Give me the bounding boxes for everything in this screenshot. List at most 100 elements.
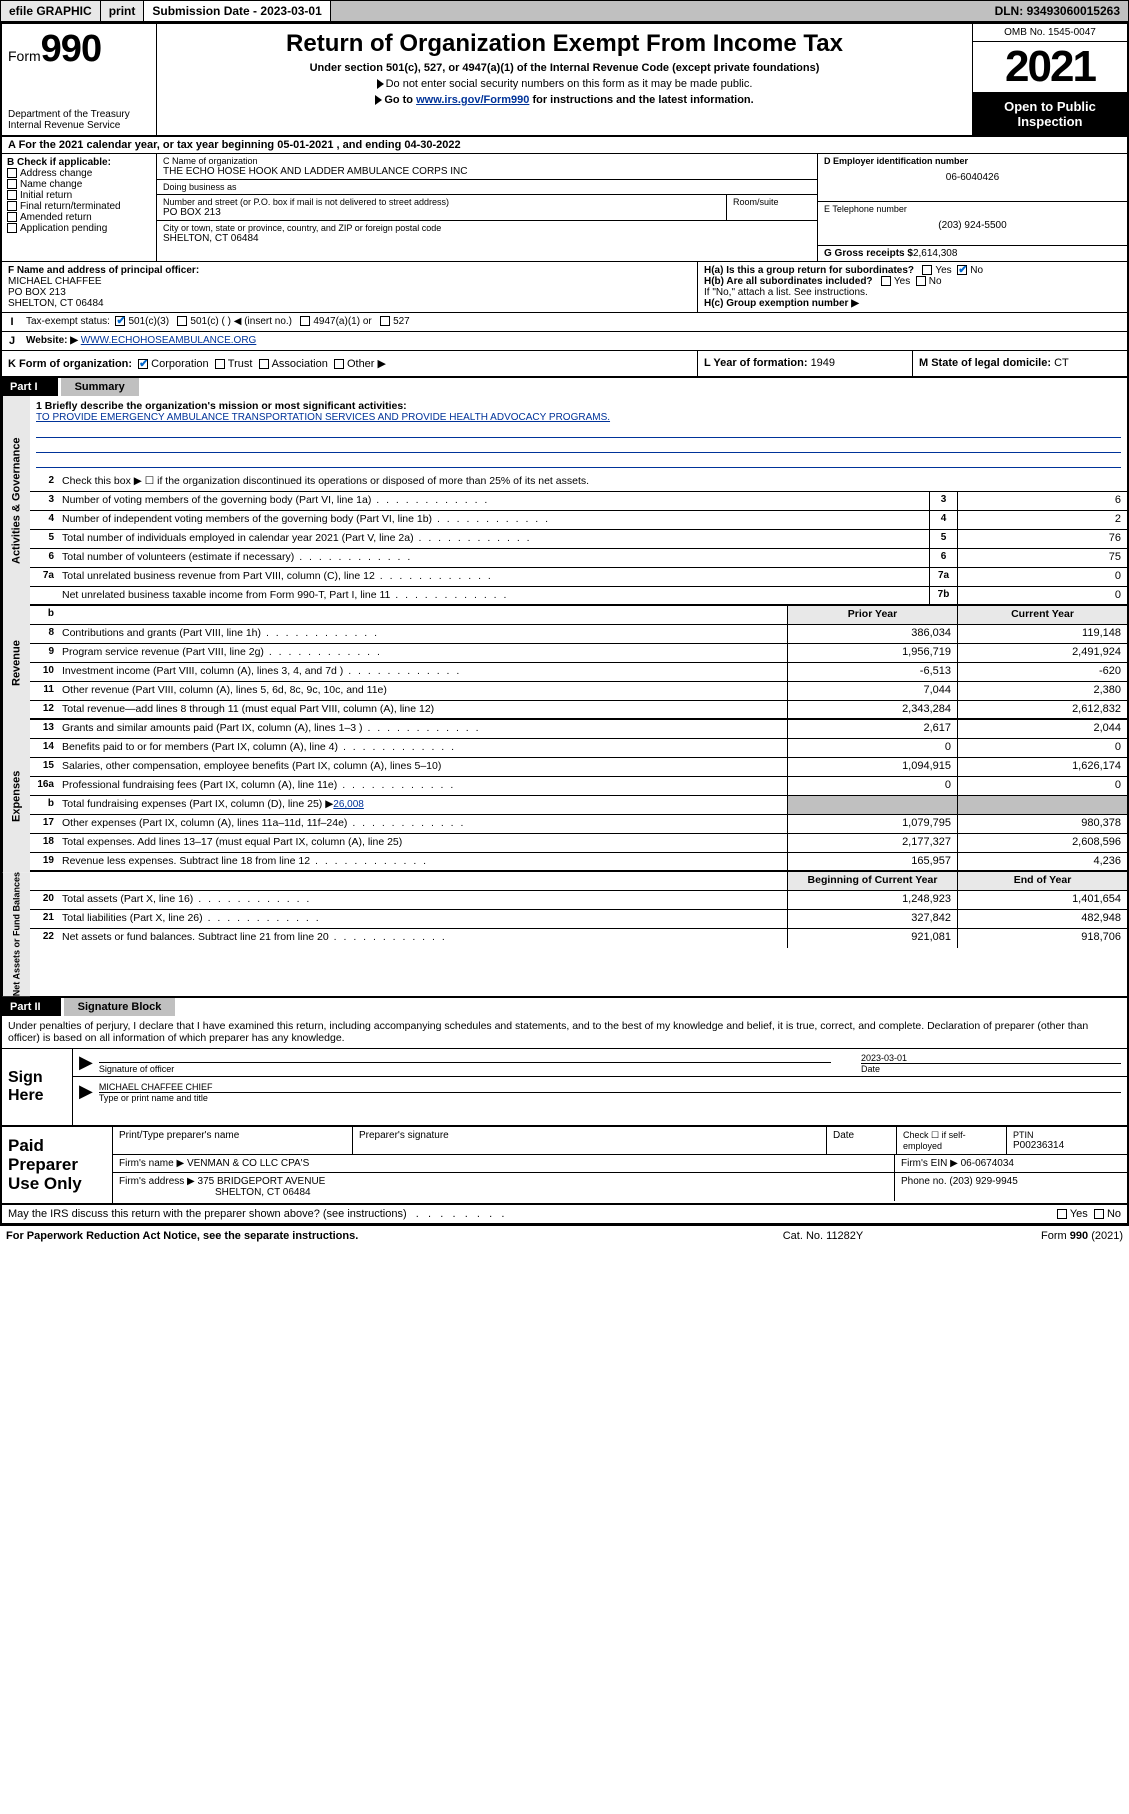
- l16b-val: 26,008: [333, 799, 364, 810]
- l16a-curr: 0: [957, 777, 1127, 795]
- l8-curr: 119,148: [957, 625, 1127, 643]
- irs-link[interactable]: www.irs.gov/Form990: [416, 94, 529, 106]
- row-i: I Tax-exempt status: 501(c)(3) 501(c) ( …: [2, 313, 1127, 332]
- l17-prior: 1,079,795: [787, 815, 957, 833]
- l21-eoy: 482,948: [957, 910, 1127, 928]
- chk-527[interactable]: [380, 316, 390, 326]
- form-header: Form990 Department of the Treasury Inter…: [2, 24, 1127, 137]
- summary-activities-governance: Activities & Governance 1 Briefly descri…: [2, 396, 1127, 606]
- val-line3: 6: [957, 492, 1127, 510]
- ptin: P00236314: [1013, 1140, 1121, 1151]
- chk-name-change[interactable]: [7, 179, 17, 189]
- l19-prior: 165,957: [787, 853, 957, 870]
- l22-eoy: 918,706: [957, 929, 1127, 948]
- chk-final-return[interactable]: [7, 201, 17, 211]
- l10-curr: -620: [957, 663, 1127, 681]
- state-domicile: CT: [1054, 357, 1069, 369]
- telephone: (203) 924-5500: [824, 220, 1121, 231]
- l15-prior: 1,094,915: [787, 758, 957, 776]
- l18-prior: 2,177,327: [787, 834, 957, 852]
- form-note-goto: Go to www.irs.gov/Form990 for instructio…: [165, 94, 964, 106]
- val-line7b: 0: [957, 587, 1127, 604]
- section-b: B Check if applicable: Address change Na…: [2, 154, 157, 261]
- l10-prior: -6,513: [787, 663, 957, 681]
- may-irs-discuss: May the IRS discuss this return with the…: [2, 1205, 1127, 1224]
- officer-printed-name: MICHAEL CHAFFEE CHIEF: [99, 1082, 1121, 1093]
- l15-curr: 1,626,174: [957, 758, 1127, 776]
- org-name: THE ECHO HOSE HOOK AND LADDER AMBULANCE …: [163, 166, 811, 177]
- l11-prior: 7,044: [787, 682, 957, 700]
- firm-phone: (203) 929-9945: [949, 1176, 1017, 1187]
- street-address: PO BOX 213: [163, 207, 720, 218]
- form-note-ssn: Do not enter social security numbers on …: [165, 78, 964, 90]
- chk-4947[interactable]: [300, 316, 310, 326]
- l20-eoy: 1,401,654: [957, 891, 1127, 909]
- chk-initial-return[interactable]: [7, 190, 17, 200]
- tax-year: 2021: [973, 42, 1127, 93]
- chk-ha-yes[interactable]: [922, 265, 932, 275]
- l9-prior: 1,956,719: [787, 644, 957, 662]
- row-j: J Website: ▶ WWW.ECHOHOSEAMBULANCE.ORG: [2, 332, 1127, 351]
- chk-corp[interactable]: [138, 359, 148, 369]
- l13-curr: 2,044: [957, 720, 1127, 738]
- l20-boy: 1,248,923: [787, 891, 957, 909]
- form-subtitle: Under section 501(c), 527, or 4947(a)(1)…: [165, 62, 964, 74]
- signature-block: Under penalties of perjury, I declare th…: [2, 1016, 1127, 1127]
- l13-prior: 2,617: [787, 720, 957, 738]
- website-link[interactable]: WWW.ECHOHOSEAMBULANCE.ORG: [81, 335, 257, 346]
- l18-curr: 2,608,596: [957, 834, 1127, 852]
- chk-hb-no[interactable]: [916, 276, 926, 286]
- dept-treasury: Department of the Treasury Internal Reve…: [8, 109, 150, 131]
- firm-name: VENMAN & CO LLC CPA'S: [187, 1158, 309, 1169]
- chk-501c[interactable]: [177, 316, 187, 326]
- dln: DLN: 93493060015263: [987, 1, 1128, 21]
- chk-ha-no[interactable]: [957, 265, 967, 275]
- l16a-prior: 0: [787, 777, 957, 795]
- val-line7a: 0: [957, 568, 1127, 586]
- summary-net-assets: Net Assets or Fund Balances Beginning of…: [2, 872, 1127, 998]
- gross-receipts: 2,614,308: [913, 248, 958, 259]
- l22-boy: 921,081: [787, 929, 957, 948]
- l8-prior: 386,034: [787, 625, 957, 643]
- chk-application-pending[interactable]: [7, 223, 17, 233]
- efile-graphic-button[interactable]: efile GRAPHIC: [1, 1, 101, 21]
- l21-boy: 327,842: [787, 910, 957, 928]
- chk-assoc[interactable]: [259, 359, 269, 369]
- sign-here-label: Sign Here: [2, 1049, 72, 1125]
- mission-text: TO PROVIDE EMERGENCY AMBULANCE TRANSPORT…: [36, 412, 1121, 423]
- val-line5: 76: [957, 530, 1127, 548]
- form-number: Form990: [8, 28, 150, 71]
- l14-curr: 0: [957, 739, 1127, 757]
- chk-discuss-yes[interactable]: [1057, 1209, 1067, 1219]
- sig-date: 2023-03-01: [861, 1053, 1121, 1064]
- part1-header: Part I Summary: [2, 378, 1127, 396]
- print-button[interactable]: print: [101, 1, 145, 21]
- chk-amended-return[interactable]: [7, 212, 17, 222]
- chk-501c3[interactable]: [115, 316, 125, 326]
- val-line6: 75: [957, 549, 1127, 567]
- firm-ein: 06-0674034: [961, 1158, 1014, 1169]
- submission-date: Submission Date - 2023-03-01: [144, 1, 330, 21]
- city-state-zip: SHELTON, CT 06484: [163, 233, 811, 244]
- form-title: Return of Organization Exempt From Incom…: [165, 30, 964, 58]
- l17-curr: 980,378: [957, 815, 1127, 833]
- chk-trust[interactable]: [215, 359, 225, 369]
- firm-address: 375 BRIDGEPORT AVENUE: [198, 1176, 326, 1187]
- part2-header: Part II Signature Block: [2, 998, 1127, 1016]
- val-line4: 2: [957, 511, 1127, 529]
- chk-discuss-no[interactable]: [1094, 1209, 1104, 1219]
- year-formation: 1949: [811, 357, 835, 369]
- row-f-h: F Name and address of principal officer:…: [2, 262, 1127, 313]
- row-k: K Form of organization: Corporation Trus…: [2, 351, 1127, 378]
- l12-prior: 2,343,284: [787, 701, 957, 718]
- summary-expenses: Expenses 13Grants and similar amounts pa…: [2, 720, 1127, 872]
- chk-address-change[interactable]: [7, 168, 17, 178]
- identity-block: B Check if applicable: Address change Na…: [2, 154, 1127, 262]
- signature-arrow-icon: ▶: [79, 1052, 93, 1073]
- chk-hb-yes[interactable]: [881, 276, 891, 286]
- omb-number: OMB No. 1545-0047: [973, 24, 1127, 42]
- l12-curr: 2,612,832: [957, 701, 1127, 718]
- row-a-tax-year: A For the 2021 calendar year, or tax yea…: [2, 137, 1127, 154]
- chk-other[interactable]: [334, 359, 344, 369]
- l14-prior: 0: [787, 739, 957, 757]
